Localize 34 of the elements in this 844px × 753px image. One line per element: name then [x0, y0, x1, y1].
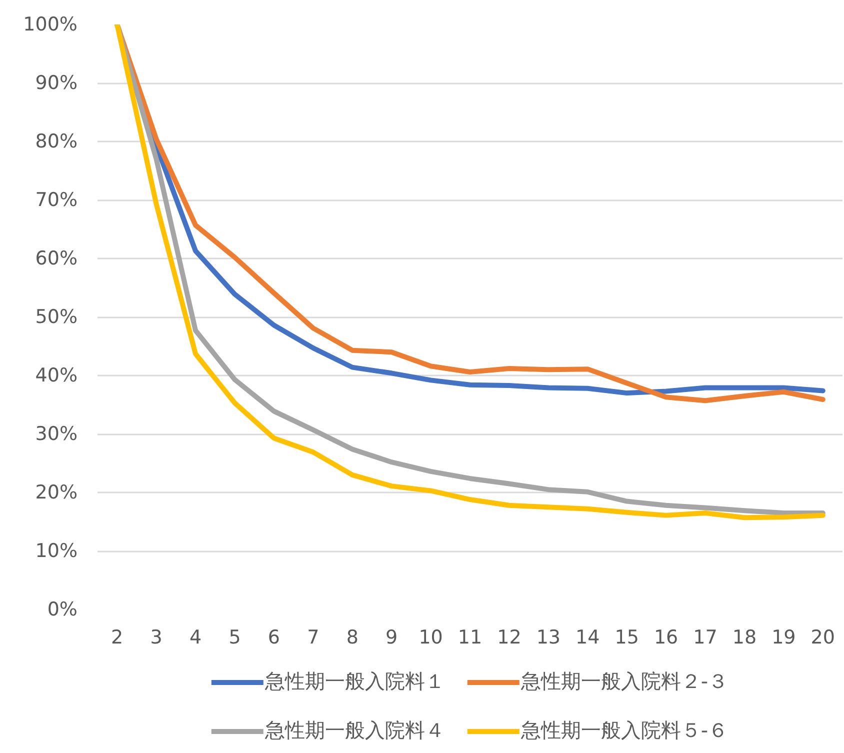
- legend-label: 急性期一般入院料４: [264, 717, 445, 744]
- x-tick-label: 16: [654, 626, 678, 648]
- x-tick-label: 18: [732, 626, 757, 648]
- legend-label: 急性期一般入院料５-６: [520, 717, 728, 744]
- x-tick-label: 19: [772, 626, 796, 648]
- x-tick-label: 3: [150, 626, 162, 648]
- y-tick-label: 100%: [23, 14, 78, 36]
- x-tick-label: 15: [614, 626, 639, 648]
- x-tick-label: 17: [693, 626, 718, 648]
- y-tick-label: 20%: [35, 482, 78, 504]
- x-tick-label: 13: [536, 626, 561, 648]
- legend-label: 急性期一般入院料２-３: [520, 668, 728, 695]
- x-tick-label: 10: [418, 626, 443, 648]
- y-tick-label: 40%: [35, 364, 78, 386]
- x-tick-label: 12: [497, 626, 522, 648]
- x-tick-label: 9: [386, 626, 398, 648]
- y-tick-label: 90%: [35, 72, 78, 94]
- x-tick-label: 8: [346, 626, 358, 648]
- y-tick-label: 10%: [35, 540, 78, 562]
- x-tick-label: 11: [458, 626, 482, 648]
- x-tick-label: 7: [307, 626, 320, 648]
- x-tick-label: 5: [228, 626, 241, 648]
- y-tick-label: 30%: [35, 423, 78, 445]
- x-tick-label: 4: [189, 626, 202, 648]
- y-tick-label: 80%: [35, 130, 78, 152]
- x-tick-label: 2: [111, 626, 124, 648]
- legend-label: 急性期一般入院料１: [264, 668, 445, 695]
- y-tick-label: 50%: [35, 306, 78, 328]
- x-tick-label: 14: [576, 626, 600, 648]
- y-tick-label: 60%: [35, 248, 78, 270]
- x-tick-label: 6: [268, 626, 280, 648]
- y-tick-label: 70%: [35, 189, 78, 211]
- y-tick-label: 0%: [47, 598, 78, 620]
- x-tick-label: 20: [810, 626, 835, 648]
